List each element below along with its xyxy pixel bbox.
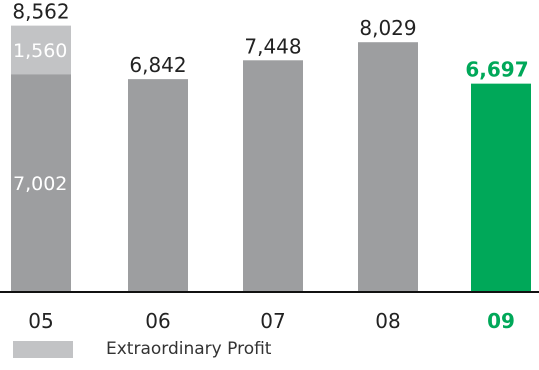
x-tick-label-05: 05 <box>28 309 53 333</box>
bar-05 <box>11 74 71 292</box>
bar-09 <box>471 83 531 292</box>
total-label-05: 8,562 <box>12 0 69 24</box>
bar-07 <box>243 60 303 293</box>
legend-label-extraordinary: Extraordinary Profit <box>106 339 272 359</box>
x-tick-label-06: 06 <box>145 309 170 333</box>
total-label-06: 6,842 <box>129 53 186 77</box>
bar-chart: 1,560 7,002 8,562 05 6,842 06 7,448 07 8,029 08 6,… <box>0 0 539 333</box>
x-tick-label-08: 08 <box>375 309 400 333</box>
legend-swatch-extraordinary <box>13 340 73 358</box>
x-tick-label-09: 09 <box>487 309 515 333</box>
legend: Extraordinary Profit <box>13 339 271 359</box>
segment-label-base-05: 7,002 <box>13 173 67 195</box>
total-label-07: 7,448 <box>244 34 301 58</box>
total-label-09: 6,697 <box>465 58 528 82</box>
segment-label-extraordinary-05: 1,560 <box>13 40 67 62</box>
x-tick-label-07: 07 <box>260 309 285 333</box>
total-label-08: 8,029 <box>359 16 416 40</box>
bar-08 <box>358 42 418 292</box>
bar-06 <box>128 79 188 292</box>
bar-extraordinary-05 <box>11 25 71 75</box>
